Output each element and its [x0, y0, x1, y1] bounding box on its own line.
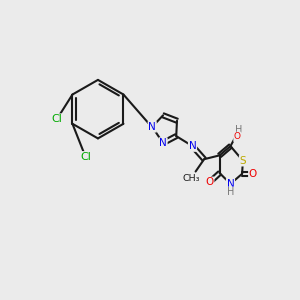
Text: O: O [234, 132, 241, 141]
Text: S: S [240, 156, 246, 166]
Text: N: N [189, 141, 196, 151]
Text: N: N [148, 122, 156, 132]
Text: N: N [226, 179, 234, 189]
Text: O: O [206, 177, 214, 187]
Text: CH₃: CH₃ [183, 174, 200, 183]
Text: N: N [159, 138, 167, 148]
Text: O: O [249, 169, 257, 179]
Text: Cl: Cl [80, 152, 91, 162]
Text: Cl: Cl [51, 114, 62, 124]
Text: H: H [235, 125, 243, 135]
Text: H: H [227, 187, 234, 197]
